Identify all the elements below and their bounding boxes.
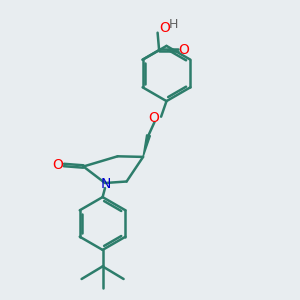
Text: O: O [178, 43, 189, 57]
Text: O: O [52, 158, 63, 172]
Text: N: N [101, 177, 111, 190]
Polygon shape [143, 135, 150, 157]
Text: H: H [169, 18, 178, 31]
Text: O: O [148, 111, 159, 125]
Text: O: O [159, 21, 170, 35]
